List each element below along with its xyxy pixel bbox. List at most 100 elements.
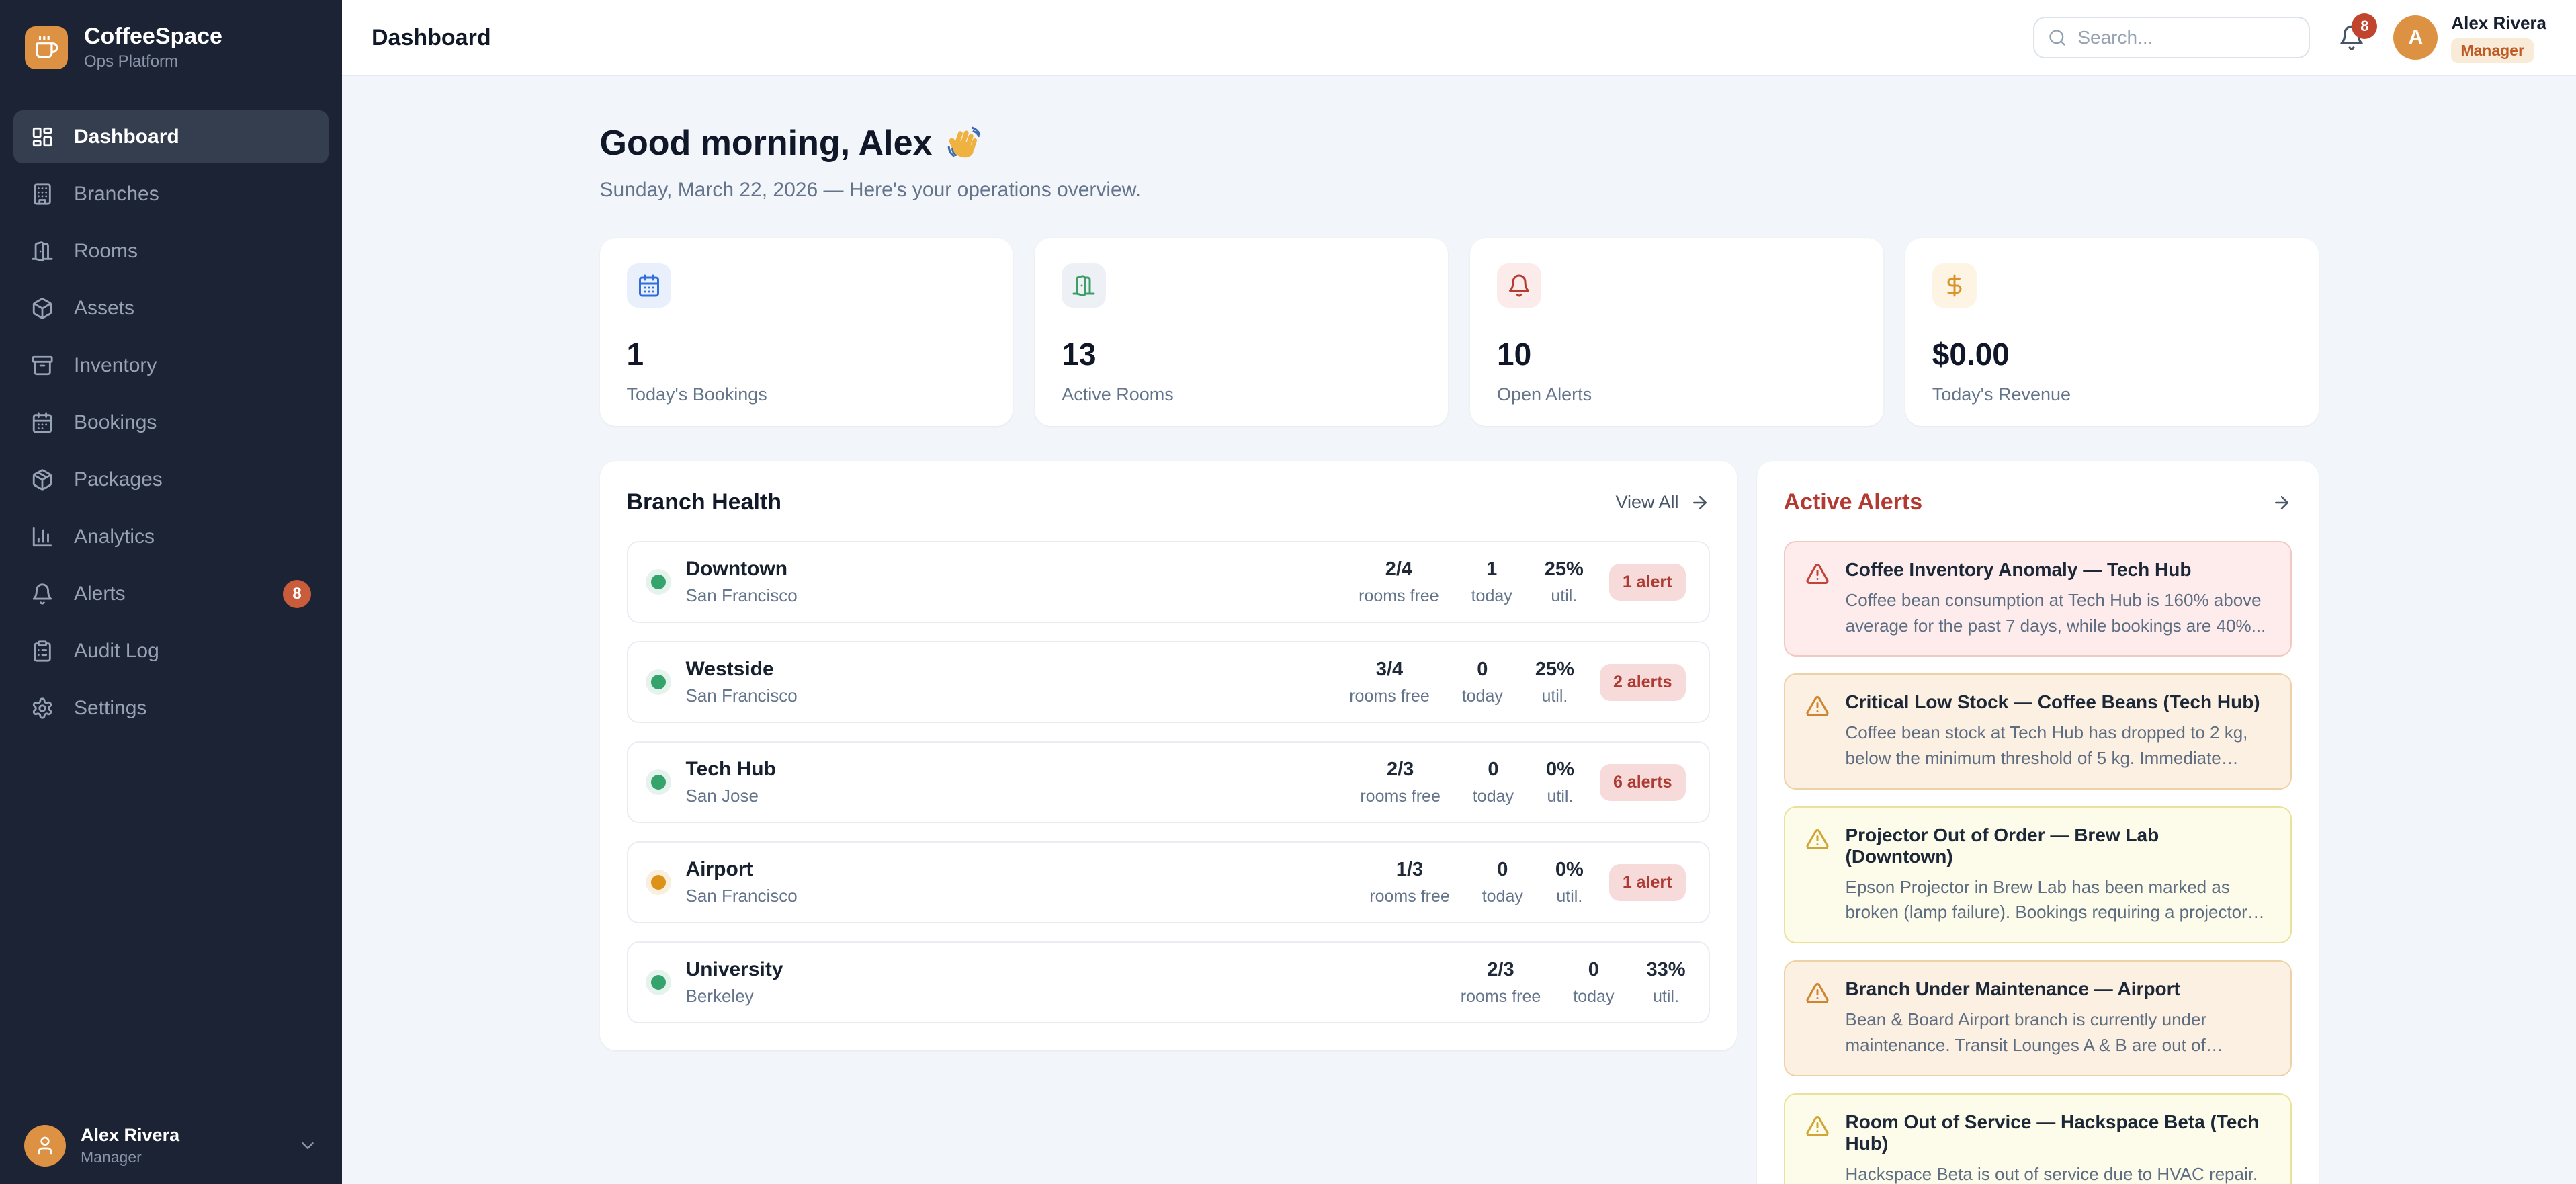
branch-city: San Jose: [685, 786, 759, 806]
today-value: 0: [1477, 658, 1488, 680]
sidebar-item-dashboard[interactable]: Dashboard: [13, 110, 329, 164]
sidebar-item-packages[interactable]: Packages: [13, 453, 329, 506]
sidebar-item-label: Settings: [74, 696, 147, 719]
branch-health-title: Branch Health: [626, 489, 782, 515]
bell-icon: [2340, 25, 2364, 50]
profile-menu[interactable]: A Alex Rivera Manager: [2393, 13, 2546, 63]
sidebar-user-role: Manager: [81, 1148, 142, 1166]
alert-item-room-out-of-service[interactable]: Room Out of Service — Hackspace Beta (Te…: [1783, 1093, 2292, 1184]
sidebar-item-label: Audit Log: [74, 639, 159, 662]
today-value: 0: [1488, 758, 1499, 780]
calendar-icon: [32, 412, 52, 433]
stat-value: $0.00: [1932, 337, 2010, 372]
sidebar-user-menu[interactable]: Alex Rivera Manager: [0, 1107, 342, 1184]
warning-triangle-icon: [1805, 1111, 1830, 1184]
search-input[interactable]: [2076, 26, 2296, 49]
sidebar-item-analytics[interactable]: Analytics: [13, 510, 329, 563]
util-value: 25%: [1544, 558, 1584, 580]
alert-title: Critical Low Stock — Coffee Beans (Tech …: [1845, 691, 2260, 713]
status-dot-green: [650, 575, 666, 589]
sidebar-item-label: Bookings: [74, 411, 157, 433]
stat-label: Today's Revenue: [1932, 384, 2071, 405]
alerts-arrow-link[interactable]: [2272, 493, 2292, 513]
today-value: 1: [1486, 558, 1498, 580]
today-value: 0: [1588, 958, 1599, 980]
sidebar-item-assets[interactable]: Assets: [13, 282, 329, 335]
status-dot-orange: [650, 875, 666, 890]
rooms-free-label: rooms free: [1349, 686, 1430, 706]
branch-name: Westside: [685, 658, 774, 680]
calendar-icon: [626, 263, 671, 308]
today-label: today: [1461, 686, 1503, 706]
sidebar-user-name: Alex Rivera: [81, 1125, 180, 1145]
rooms-free-label: rooms free: [1369, 886, 1450, 906]
sidebar-item-label: Dashboard: [74, 125, 179, 148]
branch-alert-badge: 6 alerts: [1599, 763, 1686, 801]
archive-icon: [32, 355, 53, 376]
sidebar-item-alerts[interactable]: Alerts 8: [13, 567, 329, 620]
arrow-right-icon: [1692, 495, 1707, 509]
sidebar-item-branches[interactable]: Branches: [13, 167, 329, 220]
alert-description: Bean & Board Airport branch is currently…: [1845, 1009, 2207, 1055]
stat-value: 10: [1497, 337, 1532, 372]
branch-row-westside[interactable]: Westside San Francisco 3/4 rooms free 0 to…: [626, 641, 1710, 723]
sidebar-item-settings[interactable]: Settings: [13, 681, 329, 734]
rooms-free-label: rooms free: [1360, 786, 1441, 806]
active-alerts-title: Active Alerts: [1783, 489, 1923, 515]
sidebar-item-rooms[interactable]: Rooms: [13, 224, 329, 278]
alert-item-coffee-inventory-anomaly[interactable]: Coffee Inventory Anomaly — Tech Hub Coff…: [1783, 541, 2292, 657]
branch-row-airport[interactable]: Airport San Francisco 1/3 rooms free 0 tod…: [626, 841, 1710, 923]
arrow-right-icon: [2274, 495, 2288, 509]
sidebar-item-audit-log[interactable]: Audit Log: [13, 624, 329, 677]
bell-icon: [32, 583, 52, 605]
rooms-free-value: 1/3: [1396, 858, 1424, 880]
brand: CoffeeSpace Ops Platform: [25, 24, 329, 71]
alert-title: Projector Out of Order — Brew Lab (Downt…: [1845, 824, 2159, 867]
topbar: Dashboard 8 A Alex Rivera Manager: [342, 0, 2576, 76]
status-dot-green: [650, 775, 666, 790]
util-value: 33%: [1646, 958, 1686, 980]
clipboard-icon: [34, 640, 51, 662]
main-area: Dashboard 8 A Alex Rivera Manager Good: [342, 0, 2576, 1184]
branch-row-university[interactable]: University Berkeley 2/3 rooms free 0 today…: [626, 941, 1710, 1023]
warning-triangle-icon: [1805, 824, 1830, 925]
package-icon: [32, 469, 52, 491]
util-label: util.: [1541, 686, 1568, 706]
profile-name: Alex Rivera: [2451, 12, 2546, 33]
sidebar-item-inventory[interactable]: Inventory: [13, 339, 329, 392]
stat-label: Open Alerts: [1497, 384, 1592, 405]
sidebar-item-label: Analytics: [74, 525, 155, 548]
role-badge: Manager: [2451, 38, 2534, 63]
alert-item-critical-low-stock[interactable]: Critical Low Stock — Coffee Beans (Tech …: [1783, 673, 2292, 790]
alerts-list: Coffee Inventory Anomaly — Tech Hub Coff…: [1757, 515, 2319, 1184]
branch-name: Tech Hub: [685, 758, 776, 780]
util-value: 25%: [1535, 658, 1574, 680]
rooms-free-value: 2/3: [1487, 958, 1514, 980]
search-box: [2033, 17, 2311, 58]
alerts-count-badge: 8: [283, 579, 311, 608]
stat-value: 1: [626, 337, 644, 372]
chevron-down-icon: [298, 1136, 318, 1156]
alert-item-branch-under-maintenance[interactable]: Branch Under Maintenance — Airport Bean …: [1783, 960, 2292, 1076]
alert-description: Hackspace Beta is out of service due to …: [1845, 1163, 2258, 1184]
brand-name: CoffeeSpace: [84, 24, 222, 49]
util-label: util.: [1551, 586, 1578, 605]
dashboard-grid-icon: [32, 127, 52, 147]
dollar-icon: [1932, 263, 1977, 308]
stat-value: 13: [1062, 337, 1097, 372]
alert-item-projector-out-of-order[interactable]: Projector Out of Order — Brew Lab (Downt…: [1783, 806, 2292, 944]
notifications-button[interactable]: 8: [2338, 13, 2378, 51]
branch-row-tech-hub[interactable]: Tech Hub San Jose 2/3 rooms free 0 today 0…: [626, 741, 1710, 823]
view-all-link[interactable]: View All: [1615, 492, 1709, 513]
stats-row: 1 Today's Bookings 13 Active Rooms 10 Op…: [599, 238, 2319, 426]
today-label: today: [1482, 886, 1523, 906]
avatar: A: [2393, 15, 2438, 60]
bell-icon: [1497, 263, 1541, 308]
gear-icon: [32, 697, 52, 719]
util-value: 0%: [1546, 758, 1574, 780]
warning-triangle-icon: [1805, 978, 1830, 1058]
branch-row-downtown[interactable]: Downtown San Francisco 2/4 rooms free 1 to…: [626, 541, 1710, 623]
waving-hand-icon: [948, 126, 981, 158]
sidebar-item-bookings[interactable]: Bookings: [13, 396, 329, 449]
stat-card-todays-bookings: 1 Today's Bookings: [599, 238, 1013, 426]
